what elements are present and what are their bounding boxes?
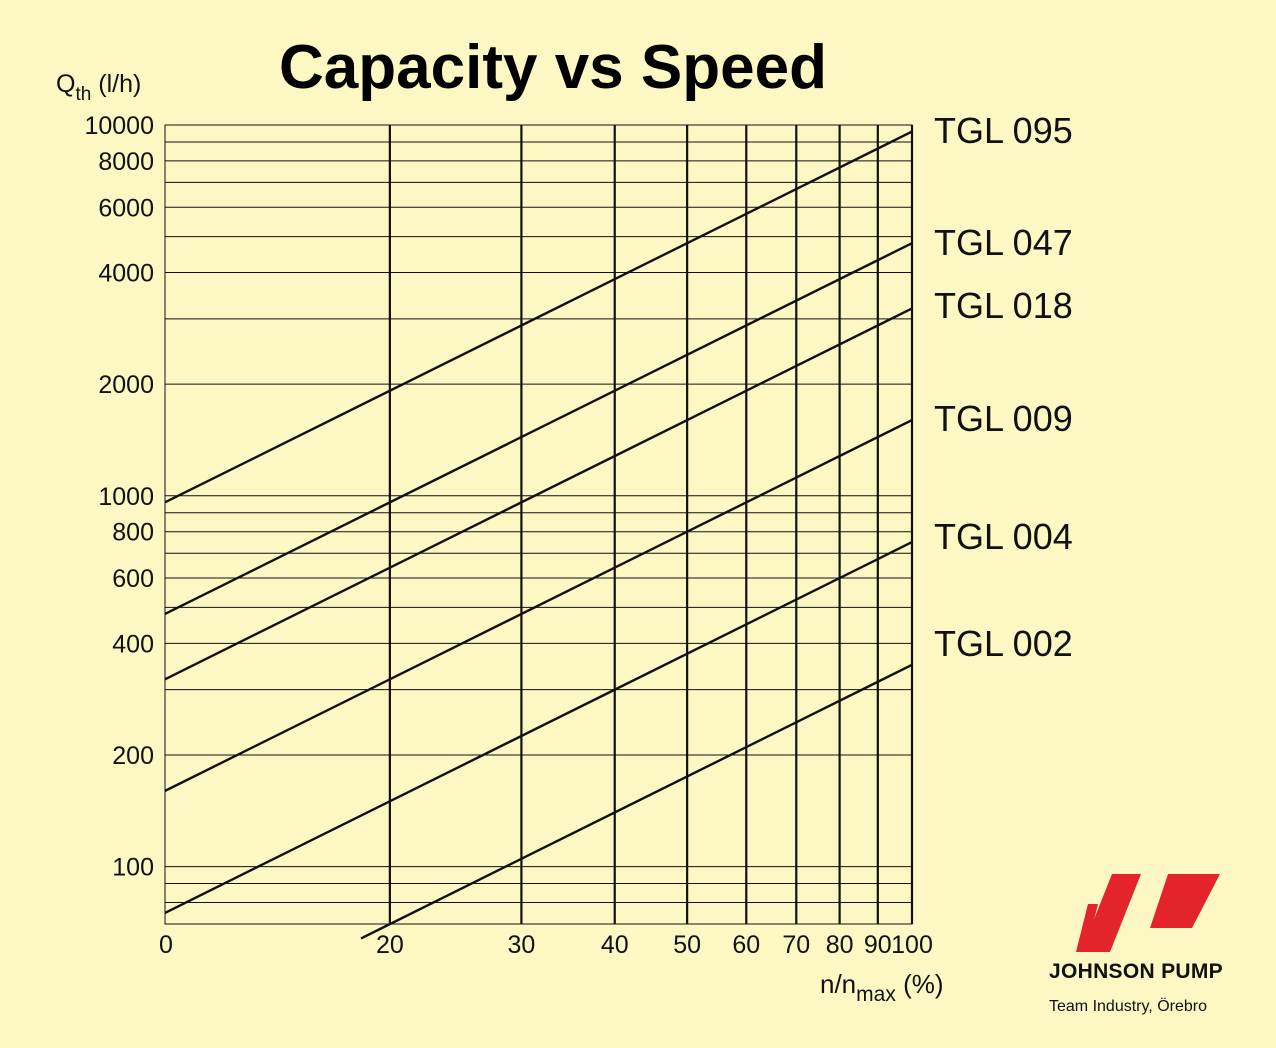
y-tick-label: 800 (112, 519, 154, 547)
brand-name: JOHNSON PUMP (1049, 960, 1223, 983)
y-tick-label: 400 (112, 630, 154, 658)
x-axis-label: n/nmax (%) (820, 969, 944, 1006)
x-tick-label: 90 (864, 931, 892, 959)
chart-title: Capacity vs Speed (279, 33, 827, 102)
y-tick-label: 4000 (98, 260, 154, 288)
series-labels: TGL 095 TGL 047 TGL 018 TGL 009 TGL 004 TGL 0… (934, 110, 1073, 664)
series-label: TGL 047 (934, 222, 1073, 263)
x-tick-label: 30 (508, 931, 536, 959)
logo-bar-left-icon (1076, 904, 1098, 952)
series-line (164, 307, 913, 681)
series-line (164, 541, 913, 914)
series-label: TGL 002 (934, 623, 1073, 664)
plot-area (164, 124, 914, 925)
series-label: TGL 018 (934, 285, 1073, 326)
series-lines (164, 130, 913, 940)
series-line (164, 242, 913, 616)
y-tick-label: 1000 (98, 483, 154, 511)
johnson-pump-logo (1076, 874, 1220, 952)
y-tick-label: 100 (112, 854, 154, 882)
x-tick-labels: 0 20 30 40 50 60 70 80 90 100 (159, 931, 933, 959)
y-tick-labels: 10000 8000 6000 4000 2000 1000 800 600 400 200 100 (84, 112, 154, 882)
x-tick-label: 40 (601, 931, 629, 959)
series-label: TGL 095 (934, 110, 1073, 151)
y-tick-label: 6000 (98, 194, 154, 222)
x-tick-label: 80 (826, 931, 854, 959)
series-label: TGL 004 (934, 516, 1073, 557)
x-tick-label: 50 (673, 931, 701, 959)
series-line (164, 130, 913, 504)
y-tick-label: 600 (112, 565, 154, 593)
x-tick-label: 70 (782, 931, 810, 959)
logo-bar-right-icon (1150, 874, 1220, 928)
x-tick-label: 0 (159, 931, 173, 959)
series-line (164, 419, 913, 792)
y-tick-label: 2000 (98, 371, 154, 399)
y-tick-label: 10000 (84, 112, 154, 140)
brand-subtitle: Team Industry, Örebro (1049, 998, 1207, 1015)
logo-bar-mid-icon (1081, 874, 1141, 952)
plot-frame (164, 124, 913, 925)
y-tick-label: 8000 (98, 148, 154, 176)
y-axis-label: Qth (l/h) (56, 70, 141, 105)
y-tick-label: 200 (112, 742, 154, 770)
x-tick-label: 60 (732, 931, 760, 959)
x-tick-label: 20 (376, 931, 404, 959)
series-line (360, 663, 913, 940)
x-tick-label: 100 (891, 931, 933, 959)
series-label: TGL 009 (934, 398, 1073, 439)
